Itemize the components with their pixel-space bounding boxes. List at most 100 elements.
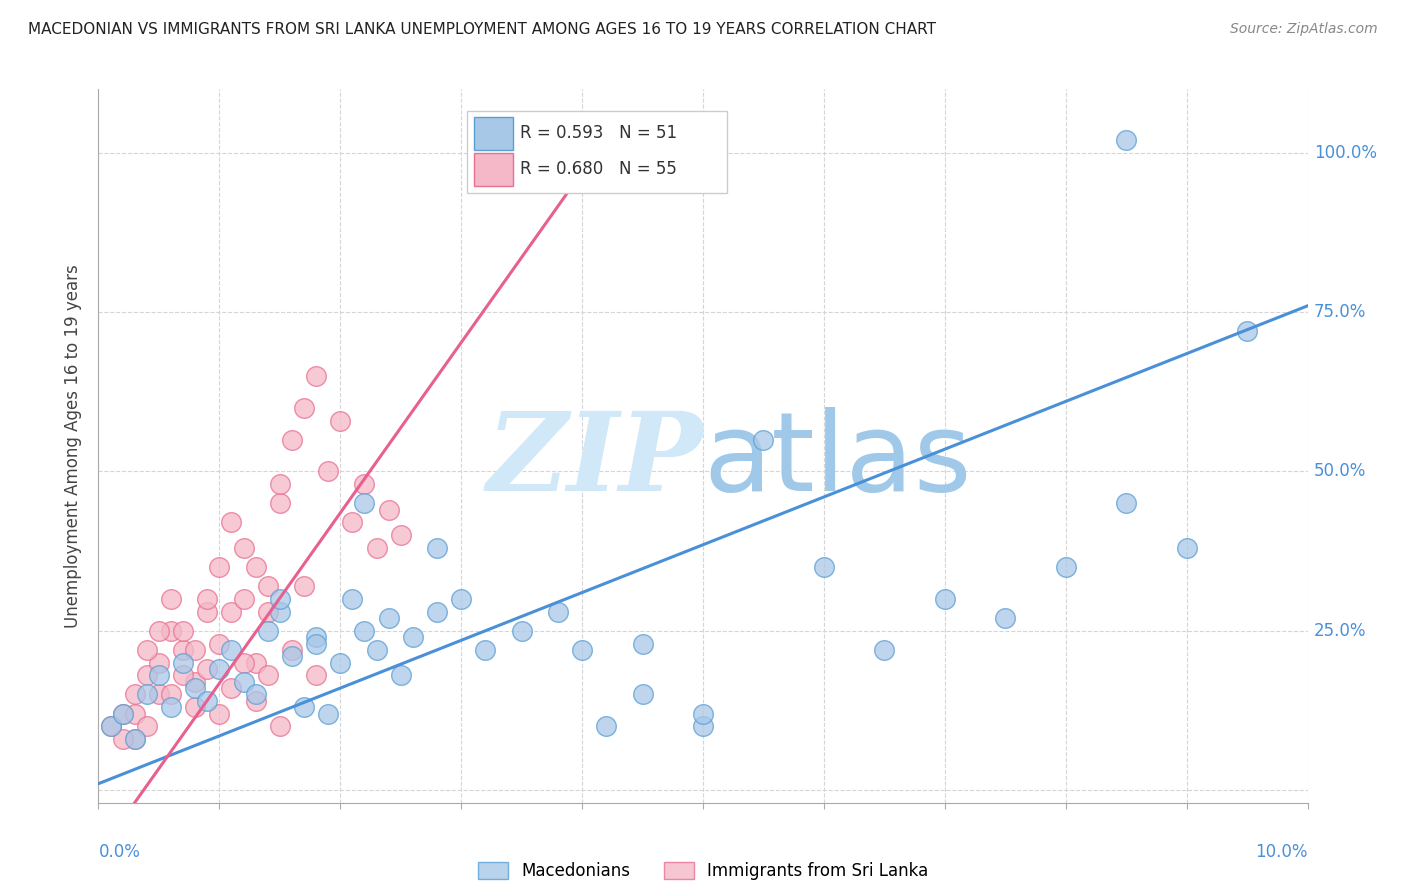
Point [752,433,775,447]
Point [1236,324,1258,338]
Point [692,719,714,733]
Point [305,368,328,383]
Point [474,643,496,657]
Point [934,591,956,606]
Point [342,591,364,606]
Point [148,656,170,670]
Point [342,516,364,530]
Point [135,719,157,733]
Point [353,624,375,638]
Point [292,401,315,415]
Point [281,649,304,664]
Point [329,413,352,427]
Point [195,694,218,708]
Point [100,719,122,733]
Point [305,630,328,644]
Point [256,605,278,619]
Point [256,668,278,682]
Point [305,668,328,682]
Point [135,643,157,657]
Point [221,643,243,657]
Point [208,560,231,574]
Text: Source: ZipAtlas.com: Source: ZipAtlas.com [1230,22,1378,37]
Point [692,706,714,721]
Point [184,700,207,714]
FancyBboxPatch shape [474,117,513,150]
Point [269,591,291,606]
Text: 0.0%: 0.0% [98,843,141,861]
Point [160,700,183,714]
Point [547,605,569,619]
FancyBboxPatch shape [474,153,513,186]
Point [269,496,291,510]
Point [1115,496,1137,510]
Point [450,591,472,606]
Point [256,579,278,593]
Point [221,605,243,619]
Point [160,688,183,702]
Point [208,706,231,721]
Point [292,579,315,593]
Point [281,643,304,657]
FancyBboxPatch shape [467,111,727,193]
Point [172,624,194,638]
Point [100,719,122,733]
Point [184,681,207,695]
Point [377,502,399,516]
Point [316,465,339,479]
Point [873,643,896,657]
Point [124,688,146,702]
Point [111,732,134,747]
Point [510,624,533,638]
Point [245,560,267,574]
Point [1175,541,1198,555]
Text: R = 0.680   N = 55: R = 0.680 N = 55 [520,161,678,178]
Point [135,688,157,702]
Text: MACEDONIAN VS IMMIGRANTS FROM SRI LANKA UNEMPLOYMENT AMONG AGES 16 TO 19 YEARS C: MACEDONIAN VS IMMIGRANTS FROM SRI LANKA … [28,22,936,37]
Point [184,643,207,657]
Point [160,591,183,606]
Point [377,611,399,625]
Point [269,719,291,733]
Point [232,541,254,555]
Point [389,668,412,682]
Point [124,732,146,747]
Point [245,656,267,670]
Point [353,477,375,491]
Point [631,636,654,650]
Point [426,541,449,555]
Point [305,636,328,650]
Legend: Macedonians, Immigrants from Sri Lanka: Macedonians, Immigrants from Sri Lanka [478,862,928,880]
Point [1054,560,1077,574]
Point [135,668,157,682]
Point [111,706,134,721]
Point [195,605,218,619]
Point [148,624,170,638]
Point [208,662,231,676]
Point [124,706,146,721]
Point [245,688,267,702]
Text: 100.0%: 100.0% [1313,144,1376,162]
Point [269,605,291,619]
Point [195,662,218,676]
Point [813,560,835,574]
Point [329,656,352,670]
Point [245,694,267,708]
Point [160,624,183,638]
Point [111,706,134,721]
Point [402,630,425,644]
Point [366,643,388,657]
Point [232,656,254,670]
Point [172,656,194,670]
Point [148,688,170,702]
Point [292,700,315,714]
Point [232,591,254,606]
Point [595,719,617,733]
Point [631,688,654,702]
Point [571,643,593,657]
Text: atlas: atlas [703,407,972,514]
Point [221,516,243,530]
Point [316,706,339,721]
Y-axis label: Unemployment Among Ages 16 to 19 years: Unemployment Among Ages 16 to 19 years [65,264,83,628]
Point [994,611,1017,625]
